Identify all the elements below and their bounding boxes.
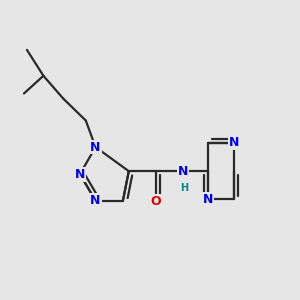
Text: N: N — [203, 193, 214, 206]
Text: O: O — [151, 195, 161, 208]
Text: H: H — [180, 183, 188, 193]
Text: N: N — [90, 141, 101, 154]
Text: N: N — [229, 136, 239, 149]
Text: N: N — [75, 168, 85, 181]
Text: N: N — [90, 194, 101, 207]
Text: N: N — [178, 165, 188, 178]
